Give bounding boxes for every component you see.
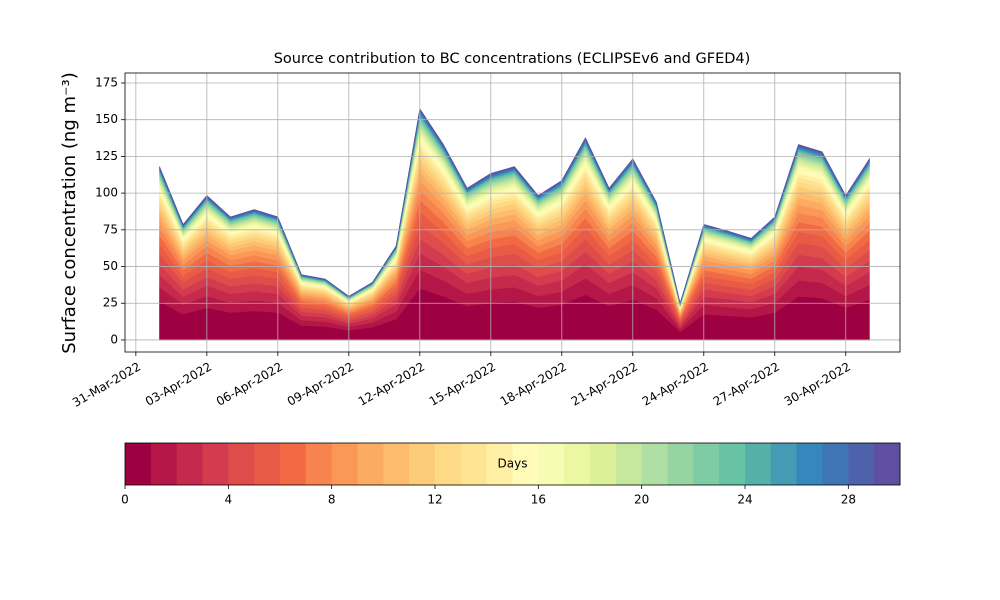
colorbar-cell: [564, 443, 591, 485]
y-axis-label: Surface concentration (ng m⁻³): [59, 72, 80, 354]
plot-frame: [124, 72, 901, 353]
x-tick-label: 06-Apr-2022: [214, 360, 285, 409]
colorbar-cell: [848, 443, 875, 485]
colorbar-tick-label: 28: [841, 493, 856, 507]
colorbar-cell: [228, 443, 255, 485]
colorbar-cell: [590, 443, 617, 485]
colorbar-cell: [357, 443, 384, 485]
colorbar-label: Days: [498, 457, 528, 471]
colorbar-cell: [512, 443, 539, 485]
area-layer: [159, 107, 870, 305]
colorbar-cell: [280, 443, 307, 485]
y-tick-label: 50: [103, 259, 118, 273]
colorbar-cell: [538, 443, 565, 485]
colorbar-cell: [383, 443, 410, 485]
y-tick-label: 25: [103, 296, 118, 310]
colorbar-cell: [641, 443, 668, 485]
x-tick-label: 21-Apr-2022: [569, 360, 640, 409]
x-tick-label: 30-Apr-2022: [782, 360, 853, 409]
y-tick-label: 0: [110, 332, 118, 346]
x-tick-label: 15-Apr-2022: [427, 360, 498, 409]
x-tick-label: 12-Apr-2022: [356, 360, 427, 409]
x-tick-label: 18-Apr-2022: [498, 360, 569, 409]
x-tick-label: 27-Apr-2022: [711, 360, 782, 409]
colorbar-cell: [435, 443, 462, 485]
y-tick-label: 175: [95, 75, 118, 89]
colorbar-tick-label: 24: [737, 493, 752, 507]
colorbar-cell: [176, 443, 203, 485]
colorbar-tick-label: 8: [328, 493, 336, 507]
x-tick-label: 24-Apr-2022: [640, 360, 711, 409]
y-tick-label: 100: [95, 186, 118, 200]
colorbar-cell: [615, 443, 643, 485]
colorbar-cell: [719, 443, 746, 485]
colorbar-cell: [409, 443, 436, 485]
colorbar-cell: [254, 443, 281, 485]
colorbar-tick-label: 12: [427, 493, 442, 507]
colorbar-cell: [874, 443, 901, 485]
colorbar-cell: [202, 443, 229, 485]
colorbar-tick-label: 16: [531, 493, 546, 507]
colorbar-cell: [796, 443, 823, 485]
colorbar-tick-label: 4: [225, 493, 233, 507]
colorbar-cell: [770, 443, 798, 485]
y-tick-label: 75: [103, 222, 118, 236]
colorbar-cell: [667, 443, 694, 485]
x-tick-label: 09-Apr-2022: [285, 360, 356, 409]
x-tick-label: 03-Apr-2022: [143, 360, 214, 409]
colorbar-cell: [822, 443, 849, 485]
colorbar-tick-label: 20: [634, 493, 649, 507]
colorbar-tick-label: 0: [121, 493, 129, 507]
y-tick-label: 150: [95, 112, 118, 126]
colorbar-cell: [486, 443, 513, 485]
colorbar-cell: [150, 443, 178, 485]
colorbar-cell: [693, 443, 720, 485]
x-tick-label: 31-Mar-2022: [70, 360, 143, 410]
colorbar-cell: [331, 443, 358, 485]
y-tick-label: 125: [95, 149, 118, 163]
chart-title: Source contribution to BC concentrations…: [274, 51, 751, 67]
colorbar-cell: [305, 443, 333, 485]
colorbar-frame: [124, 442, 901, 486]
colorbar-cell: [745, 443, 772, 485]
colorbar-cell: [125, 443, 152, 485]
colorbar-cell: [460, 443, 488, 485]
